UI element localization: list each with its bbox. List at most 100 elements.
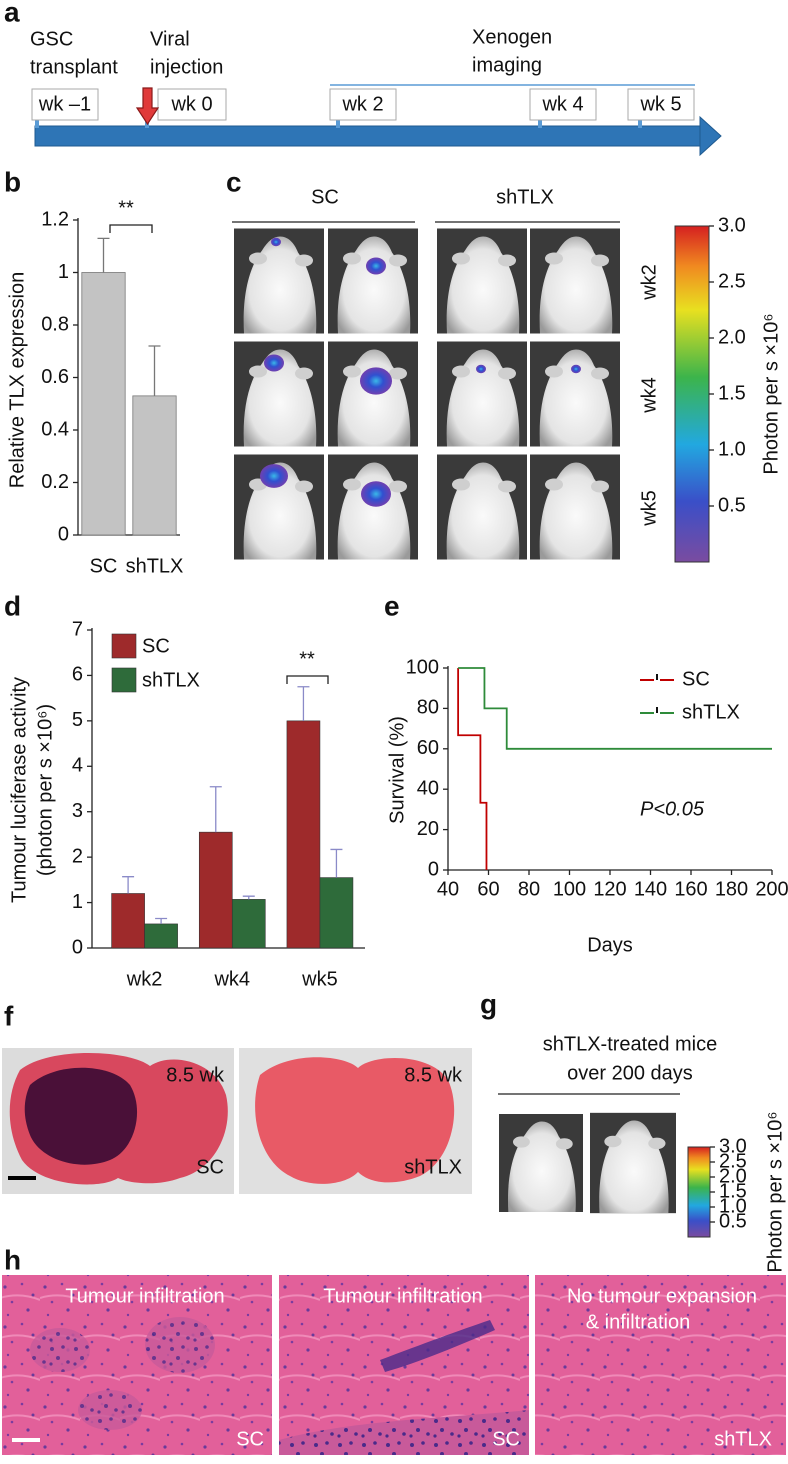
y-axis-label: Relative TLX expression	[6, 272, 28, 488]
error-bar	[209, 786, 222, 833]
row-label: wk4	[638, 377, 660, 414]
tumour-region	[24, 1067, 138, 1165]
x-tick-label: 80	[518, 878, 540, 900]
error-bar	[155, 917, 168, 924]
injection-arrow	[135, 87, 160, 126]
week-box	[157, 88, 227, 121]
error-bar	[148, 345, 161, 396]
colorbar-label: Photon per s ×10⁶	[764, 1111, 786, 1272]
y-tick-label: 0.8	[41, 313, 69, 335]
y-tick-label: 0	[58, 523, 69, 545]
panel-letter: h	[4, 1244, 21, 1275]
time-label: 8.5 wk	[404, 1064, 463, 1086]
tumour-nest	[30, 1328, 90, 1372]
legend-label: SC	[682, 668, 710, 690]
week-box	[31, 88, 99, 121]
error-bar	[242, 895, 255, 900]
y-tick-label: 100	[406, 656, 439, 678]
panel-letter: g	[480, 988, 497, 1019]
y-tick-label: 40	[417, 777, 439, 799]
x-tick-label: wk4	[213, 968, 250, 990]
timeline-tick	[638, 120, 642, 128]
colorbar-tick-label: 1.5	[718, 382, 746, 404]
y-tick-label: 20	[417, 818, 439, 840]
title-line: shTLX-treated mice	[543, 1033, 718, 1055]
colorbar-tick-label: 2.5	[719, 1150, 747, 1172]
y-tick-label: 3	[72, 800, 83, 822]
x-tick-label: 180	[715, 878, 748, 900]
bar	[231, 899, 266, 949]
x-tick-label: wk5	[301, 968, 338, 990]
mouse-image	[328, 454, 418, 560]
signal-blob	[271, 237, 281, 247]
colorbar-tick-label: 1.0	[719, 1195, 747, 1217]
group-label: SC	[311, 186, 339, 208]
error-bar	[97, 237, 110, 273]
annotation: **	[299, 648, 315, 670]
bar	[286, 720, 321, 949]
scale-bar	[8, 1176, 36, 1180]
y-tick-label: 2	[72, 845, 83, 867]
colorbar	[674, 225, 710, 563]
y-axis-label: Tumour luciferase activity	[8, 677, 30, 903]
y-tick-label: 0.2	[41, 471, 69, 493]
panel-letter: c	[226, 166, 242, 197]
signal-blob	[360, 367, 392, 395]
panel-letter: b	[4, 166, 21, 197]
legend-label: SC	[142, 635, 170, 657]
caption: & infiltration	[586, 1311, 691, 1333]
error-bar	[330, 848, 343, 878]
bar	[132, 395, 177, 536]
colorbar	[687, 1146, 711, 1238]
imaging-c: SC shTLX wk2 wk4 wk5	[232, 186, 660, 560]
event-label: GSC	[30, 28, 73, 50]
timeline-arrowhead	[699, 115, 722, 157]
timeline: GSC transplant Viral injection Xenogen i…	[30, 26, 722, 157]
survival-line	[457, 668, 488, 870]
signal-blob	[264, 354, 284, 372]
y-tick-label: 0	[428, 858, 439, 880]
week-label: wk 5	[639, 93, 681, 115]
histology-f: 8.5 wk SC 8.5 wk shTLX	[2, 1048, 472, 1194]
colorbar-tick-label: 0.5	[718, 494, 746, 516]
group-label: shTLX	[714, 1428, 772, 1450]
week-box	[529, 88, 597, 121]
x-tick-label: 200	[755, 878, 788, 900]
y-tick-label: 5	[72, 709, 83, 731]
legend-label: shTLX	[142, 669, 200, 691]
week-label: wk –1	[38, 93, 91, 115]
tumour-streak	[380, 1320, 495, 1372]
panel-letter: a	[4, 0, 20, 27]
x-tick-label: 60	[477, 878, 499, 900]
bar	[144, 923, 178, 949]
timeline-tick	[35, 120, 39, 128]
title-line: over 200 days	[567, 1062, 693, 1084]
week-label: wk 2	[341, 93, 383, 115]
survival-line	[458, 667, 772, 750]
timeline-tick	[538, 120, 542, 128]
signal-blob	[366, 257, 386, 275]
mouse-image	[328, 228, 418, 334]
event-label: Xenogen	[472, 26, 552, 48]
x-tick-label: 160	[674, 878, 707, 900]
annotation: P<0.05	[640, 798, 705, 820]
group-label: SC	[236, 1428, 264, 1450]
timeline-tick	[336, 120, 340, 128]
event-label: transplant	[30, 56, 118, 78]
group-label: shTLX	[496, 186, 554, 208]
brain-section	[255, 1057, 455, 1184]
tumour-band	[279, 1410, 529, 1455]
event-label: Viral	[150, 28, 190, 50]
colorbar-label: Photon per s ×10⁶	[760, 313, 782, 474]
panel-letter: d	[4, 590, 21, 621]
colorbar-tick-label: 3.0	[719, 1135, 747, 1157]
caption: No tumour expansion	[567, 1285, 757, 1307]
bar	[198, 831, 233, 949]
error-bar	[122, 876, 135, 894]
mouse-image	[530, 454, 620, 560]
tumour-nest	[145, 1317, 215, 1373]
x-tick-label: SC	[90, 555, 118, 577]
y-tick-label: 1	[72, 891, 83, 913]
mouse-image	[499, 1114, 583, 1212]
